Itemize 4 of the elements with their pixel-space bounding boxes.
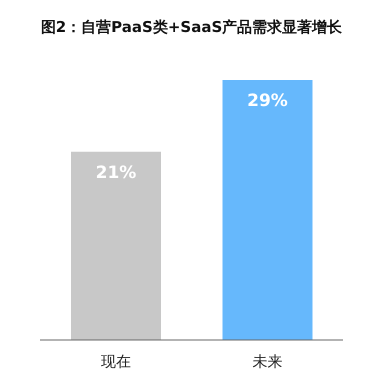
x-tick-label: 现在 [100,352,131,371]
x-tick-label: 未来 [252,352,282,371]
data-label: 29% [247,91,288,112]
chart-title: 图2：自营PaaS类+SaaS产品需求显著增长 [40,18,344,37]
